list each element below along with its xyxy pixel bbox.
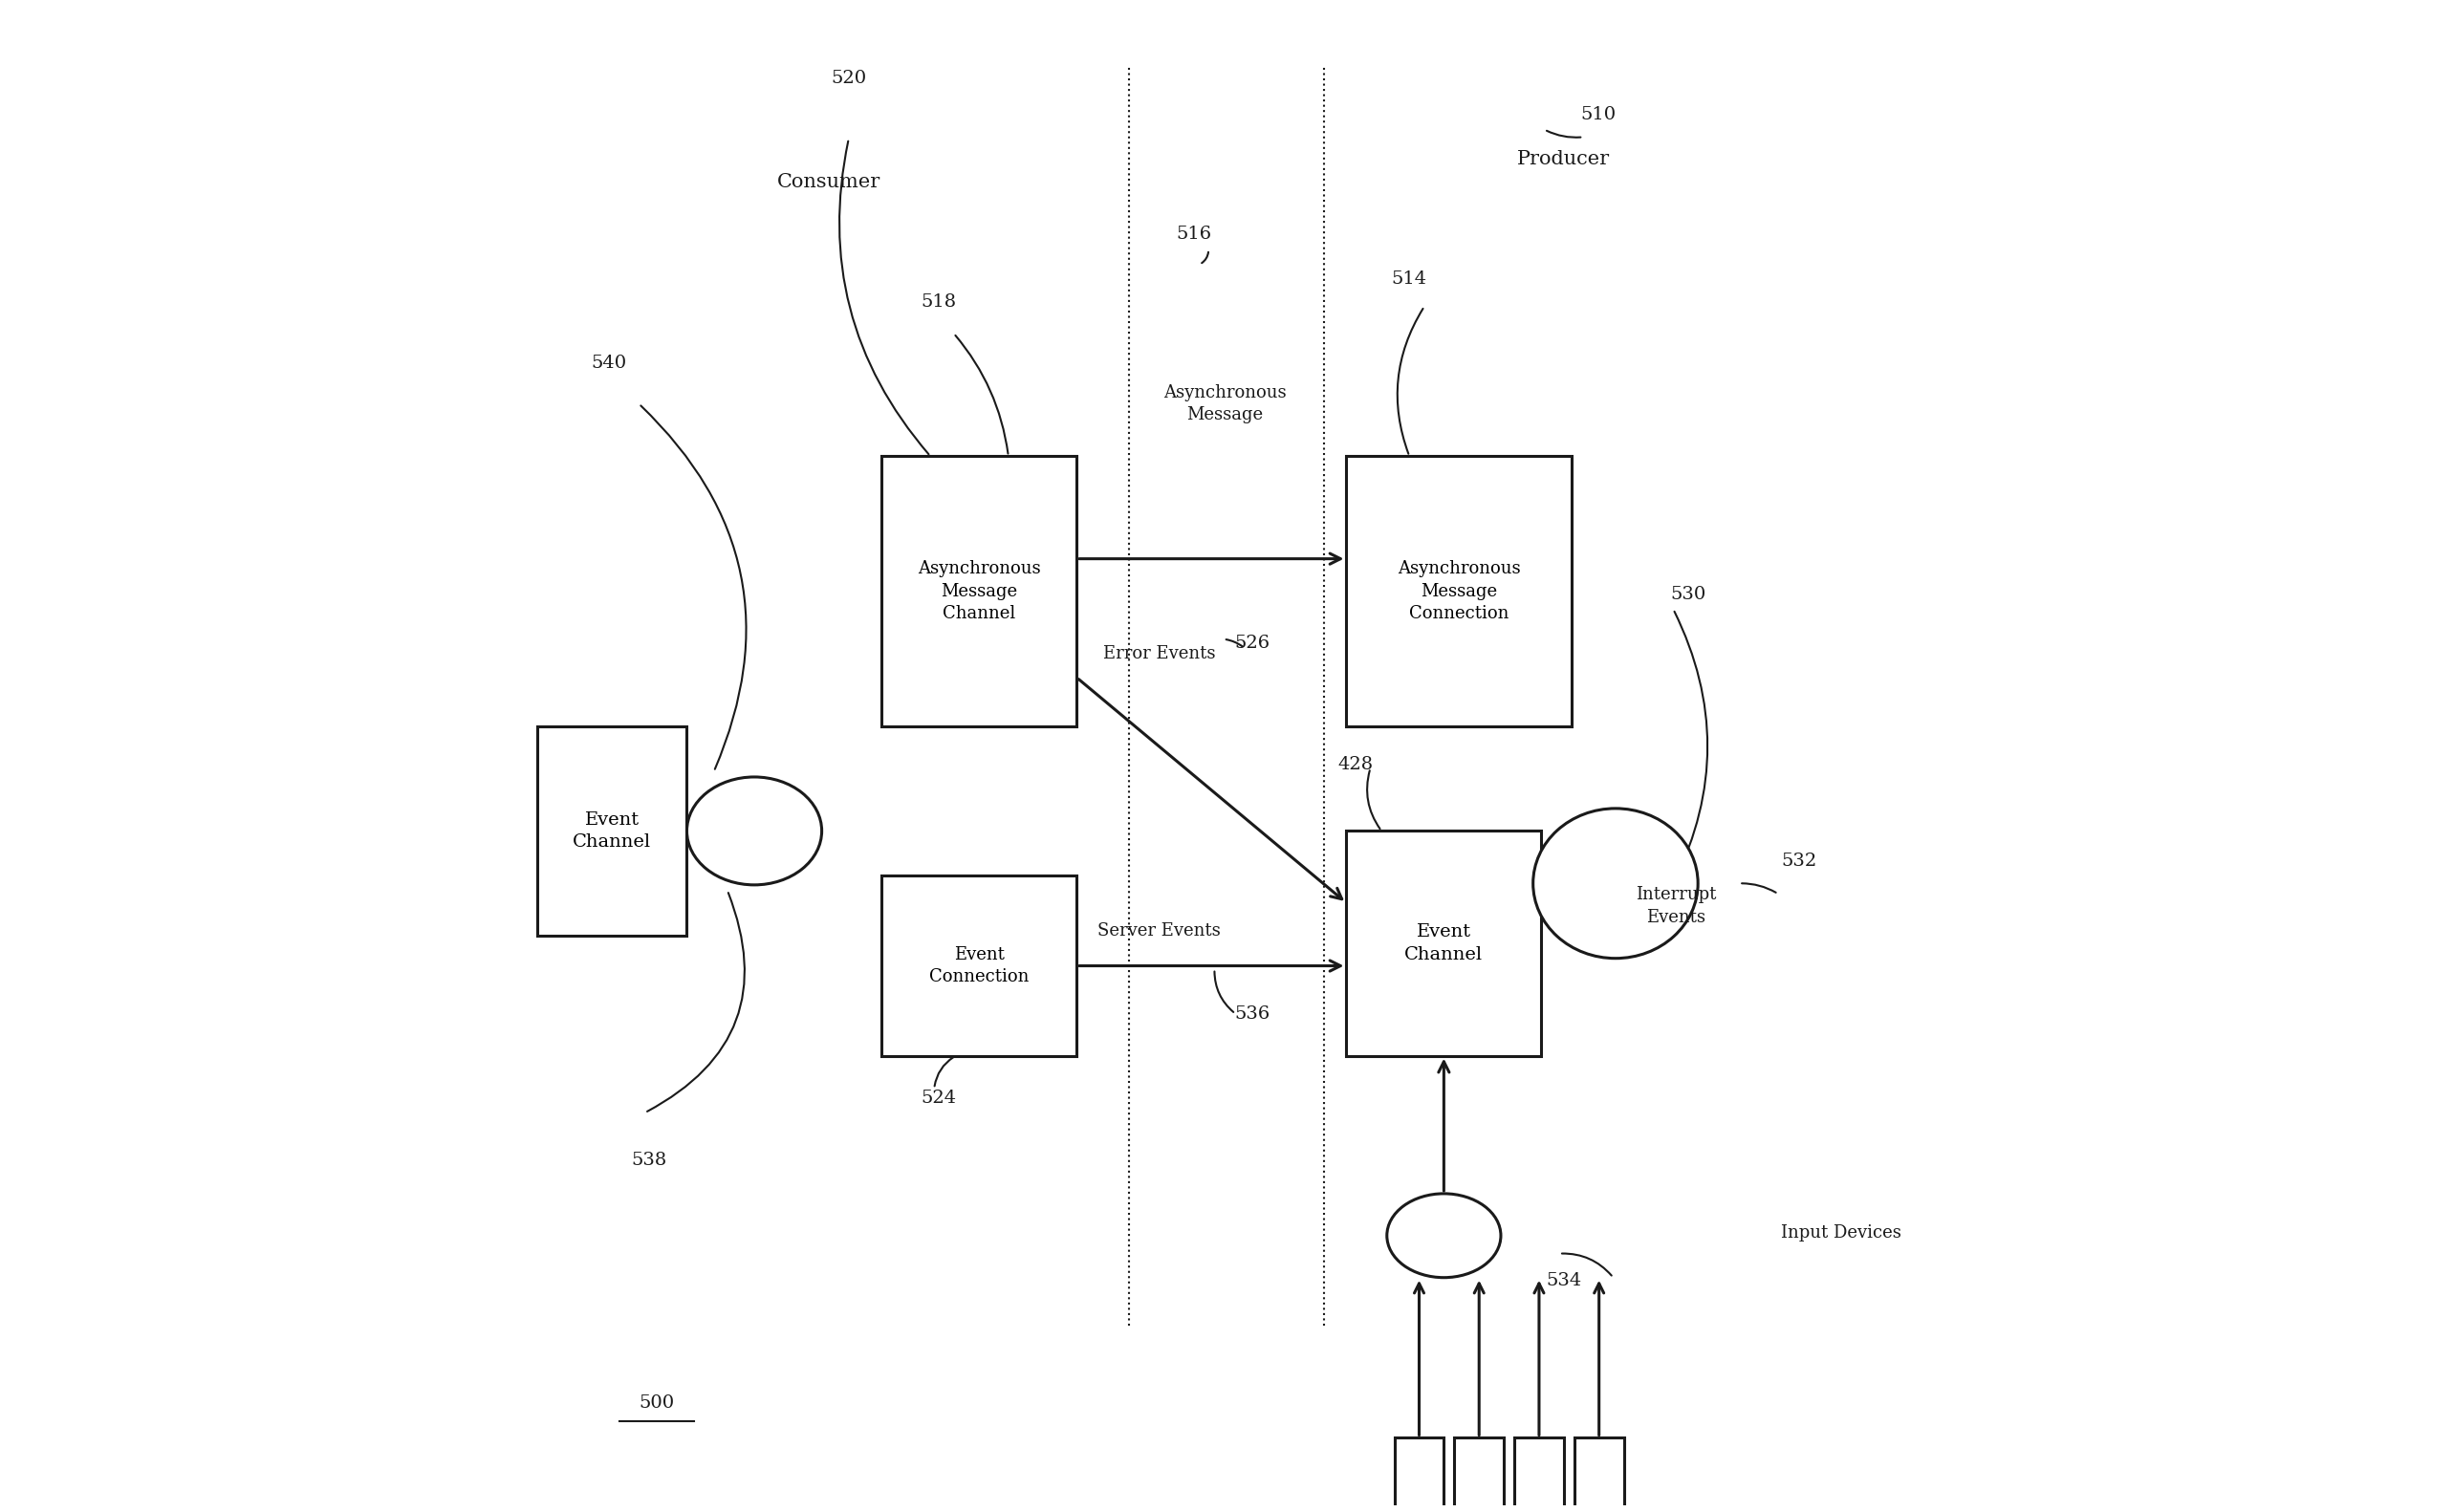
Text: Input Devices: Input Devices [1781,1225,1901,1241]
Text: Event
Channel: Event Channel [572,810,650,851]
Text: 534: 534 [1545,1272,1582,1290]
Text: 518: 518 [920,293,957,310]
Text: Interrupt
Events: Interrupt Events [1636,886,1717,925]
Text: 536: 536 [1234,1005,1271,1022]
Text: Producer: Producer [1518,150,1609,168]
Text: Event
Channel: Event Channel [1406,924,1484,963]
Text: 516: 516 [1175,225,1212,243]
Bar [881,875,1077,1055]
Bar [1393,1438,1445,1512]
Text: Server Events: Server Events [1096,922,1222,940]
Text: 530: 530 [1670,585,1705,603]
Text: 514: 514 [1391,271,1428,287]
Text: Event
Connection: Event Connection [930,947,1030,986]
Text: Error Events: Error Events [1104,646,1214,662]
Bar [1514,1438,1565,1512]
Text: 526: 526 [1234,635,1271,652]
Ellipse shape [1533,809,1697,959]
Bar [1347,457,1572,726]
Bar [881,457,1077,726]
Text: 520: 520 [832,70,866,88]
Text: 428: 428 [1337,756,1374,774]
Text: Asynchronous
Message
Connection: Asynchronous Message Connection [1398,559,1521,623]
Ellipse shape [687,777,822,885]
Ellipse shape [1386,1193,1501,1278]
Bar [537,726,687,936]
Text: 500: 500 [640,1396,675,1412]
Text: Consumer: Consumer [778,172,881,191]
Bar [1347,832,1540,1055]
Text: Asynchronous
Message: Asynchronous Message [1163,384,1285,423]
Text: 540: 540 [591,355,626,372]
Text: 510: 510 [1580,106,1617,122]
Text: Asynchronous
Message
Channel: Asynchronous Message Channel [917,559,1040,623]
Bar [1575,1438,1624,1512]
Bar [1455,1438,1504,1512]
Text: 532: 532 [1781,853,1818,869]
Text: 524: 524 [920,1089,957,1107]
Text: 538: 538 [630,1152,667,1169]
